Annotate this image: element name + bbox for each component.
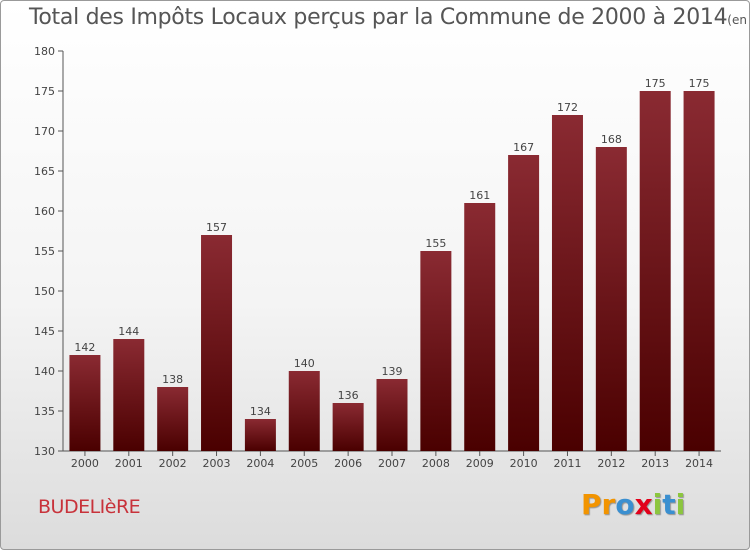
y-tick-label: 140 <box>34 365 55 378</box>
data-label: 138 <box>162 373 183 386</box>
data-label: 136 <box>338 389 359 402</box>
y-tick-label: 160 <box>34 205 55 218</box>
data-label: 161 <box>469 189 490 202</box>
bar <box>464 203 496 451</box>
bar <box>508 155 540 451</box>
x-tick-label: 2008 <box>422 457 450 470</box>
chart-title-text: Total des Impôts Locaux perçus par la Co… <box>29 5 728 30</box>
x-tick-label: 2000 <box>71 457 99 470</box>
bar <box>332 403 364 451</box>
x-tick-label: 2003 <box>203 457 231 470</box>
x-tick-label: 2012 <box>597 457 625 470</box>
bar <box>376 379 408 451</box>
x-tick-label: 2005 <box>290 457 318 470</box>
bar <box>551 115 583 451</box>
logo-letter: i <box>652 488 663 521</box>
bar <box>420 251 452 451</box>
x-tick-label: 2010 <box>510 457 538 470</box>
bar <box>595 147 627 451</box>
x-tick-label: 2011 <box>553 457 581 470</box>
x-tick-label: 2013 <box>641 457 669 470</box>
logo-letter: x <box>634 488 653 521</box>
x-tick-label: 2006 <box>334 457 362 470</box>
y-tick-label: 170 <box>34 125 55 138</box>
chart-title: Total des Impôts Locaux perçus par la Co… <box>29 5 749 30</box>
y-tick-label: 165 <box>34 165 55 178</box>
chart-title-unit: (en milliers d'€) <box>727 13 749 27</box>
bar <box>639 91 671 451</box>
chart-labels: 2000 142 2001 144 2002 138 2003 157 2004 134 2005 1… <box>71 77 713 470</box>
logo-letter: t <box>662 488 676 521</box>
y-tick-label: 175 <box>34 85 55 98</box>
data-label: 155 <box>425 237 446 250</box>
logo-letter: o <box>615 488 635 521</box>
bar <box>113 339 145 451</box>
bar <box>244 419 276 451</box>
data-label: 175 <box>645 77 666 90</box>
y-tick-label: 180 <box>34 45 55 58</box>
x-tick-label: 2014 <box>685 457 713 470</box>
x-tick-label: 2002 <box>159 457 187 470</box>
x-tick-label: 2007 <box>378 457 406 470</box>
commune-name: BUDELIèRE <box>38 496 141 518</box>
logo-letter: i <box>675 488 686 521</box>
chart-bars <box>69 91 715 451</box>
x-tick-label: 2009 <box>466 457 494 470</box>
bar <box>288 371 320 451</box>
y-tick-label: 130 <box>34 445 55 458</box>
bar <box>683 91 715 451</box>
proxiti-logo: Proxiti <box>581 488 685 521</box>
y-tick-label: 155 <box>34 245 55 258</box>
chart-axes: 130 135 140 145 150 155 160 165 170 175 180 <box>34 45 721 458</box>
bar <box>201 235 233 451</box>
y-tick-label: 150 <box>34 285 55 298</box>
x-tick-label: 2004 <box>246 457 274 470</box>
data-label: 157 <box>206 221 227 234</box>
data-label: 144 <box>118 325 139 338</box>
y-tick-label: 135 <box>34 405 55 418</box>
data-label: 134 <box>250 405 271 418</box>
bar <box>157 387 189 451</box>
data-label: 168 <box>601 133 622 146</box>
data-label: 139 <box>382 365 403 378</box>
bar <box>69 355 101 451</box>
data-label: 142 <box>74 341 95 354</box>
x-tick-label: 2001 <box>115 457 143 470</box>
data-label: 172 <box>557 101 578 114</box>
data-label: 175 <box>689 77 710 90</box>
data-label: 167 <box>513 141 534 154</box>
logo-letter: P <box>581 488 602 521</box>
data-label: 140 <box>294 357 315 370</box>
y-tick-label: 145 <box>34 325 55 338</box>
logo-letter: r <box>601 488 616 521</box>
